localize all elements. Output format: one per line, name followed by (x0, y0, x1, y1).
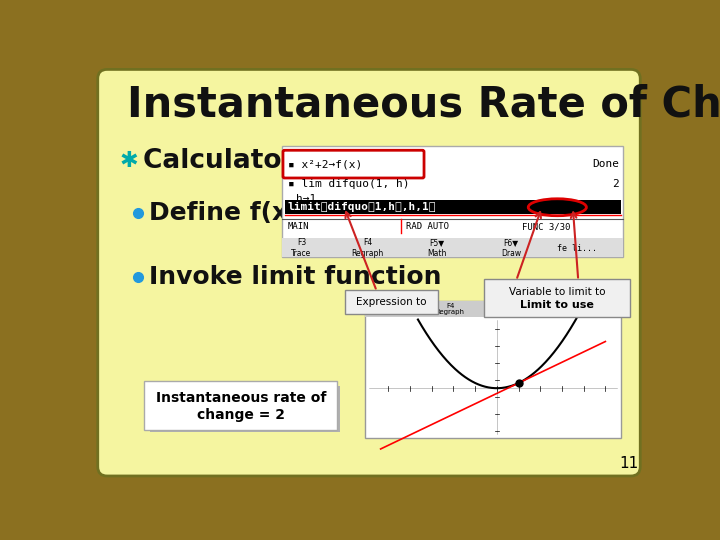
FancyBboxPatch shape (98, 70, 640, 476)
Text: F5▼
Math: F5▼ Math (428, 238, 447, 258)
Text: 11: 11 (619, 456, 638, 471)
FancyBboxPatch shape (484, 279, 630, 316)
FancyBboxPatch shape (283, 150, 424, 178)
Text: ▪ x²+2→f(x): ▪ x²+2→f(x) (287, 159, 362, 169)
FancyBboxPatch shape (150, 386, 340, 432)
Text: F3
Trace: F3 Trace (292, 238, 312, 258)
Text: F6▼
Draw: F6▼ Draw (501, 238, 521, 258)
Text: Expression to: Expression to (356, 297, 427, 307)
FancyBboxPatch shape (284, 200, 621, 214)
Text: Calculator can determine limits: Calculator can determine limits (143, 148, 611, 174)
Text: F5▼
Math: F5▼ Math (492, 302, 510, 315)
Text: RAD AUTO: RAD AUTO (406, 222, 449, 231)
Text: 2: 2 (613, 179, 619, 189)
FancyBboxPatch shape (282, 146, 624, 257)
Text: F4
Regraph: F4 Regraph (351, 238, 384, 258)
FancyBboxPatch shape (144, 381, 337, 430)
Text: Variable to limit to: Variable to limit to (509, 287, 606, 297)
Text: ▪ lim difquo(1, h): ▪ lim difquo(1, h) (287, 179, 409, 189)
Text: Define f(x): Define f(x) (149, 201, 300, 225)
Text: fe li...: fe li... (557, 244, 598, 253)
Text: Instantaneous Rate of Change: Instantaneous Rate of Change (127, 84, 720, 126)
Text: F4
Regraph: F4 Regraph (436, 302, 465, 315)
Text: limit〈difquo〈1,h〉,h,1〉: limit〈difquo〈1,h〉,h,1〉 (287, 202, 436, 212)
Text: Invoke limit function: Invoke limit function (149, 265, 441, 288)
FancyBboxPatch shape (345, 291, 438, 314)
Text: change = 2: change = 2 (197, 408, 284, 422)
Text: Done: Done (593, 159, 619, 169)
Text: ✱: ✱ (120, 151, 138, 171)
Text: F3
Trace: F3 Trace (387, 302, 405, 315)
Text: F6▼
Draw: F6▼ Draw (542, 302, 560, 315)
Text: FUNC 3/30: FUNC 3/30 (523, 222, 571, 231)
Text: Instantaneous rate of: Instantaneous rate of (156, 391, 326, 405)
FancyBboxPatch shape (365, 301, 621, 438)
Text: Limit to use: Limit to use (520, 300, 594, 309)
Text: MAIN: MAIN (287, 222, 309, 231)
FancyBboxPatch shape (365, 301, 621, 316)
Text: h→1: h→1 (296, 194, 316, 204)
FancyBboxPatch shape (282, 238, 624, 257)
